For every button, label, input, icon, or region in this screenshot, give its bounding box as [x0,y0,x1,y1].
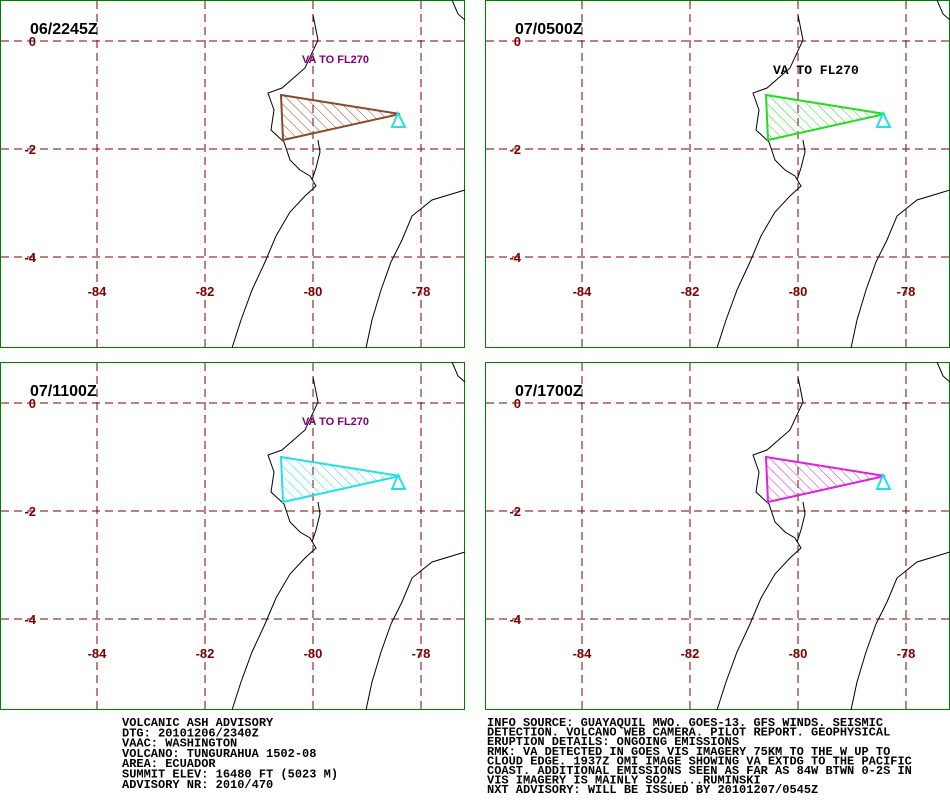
y-tick-label: -4 [509,250,521,265]
ash-label: VA TO FL270 [302,54,369,66]
map-panel: -84 -82 -80 -78 0 -2 -4 07/1100Z VA TO FL270 [0,361,466,711]
x-tick-label: -80 [789,646,808,661]
ash-label: VA TO FL270 [302,416,369,428]
y-tick-label: 0 [514,34,521,49]
x-tick-label: -84 [573,646,593,661]
volcano-marker [390,472,407,490]
advisory-line: ERUPTION DETAILS: ONGOING EMISSIONS [487,735,739,749]
advisory-line: CLOUD EDGE. 1937Z OMI IMAGE SHOWING VA E… [487,754,912,768]
x-tick-label: -84 [88,646,108,661]
advisory-line: RMK: VA DETECTED IN GOES VIS IMAGERY 75K… [487,745,890,759]
advisory-line: DTG: 20101206/2340Z [122,726,259,740]
y-tick-label: -4 [24,250,36,265]
advisory-line: INFO SOURCE: GUAYAQUIL MWO. GOES-13. GFS… [487,716,883,730]
x-tick-label: -78 [897,646,916,661]
advisory-line: NXT ADVISORY: WILL BE ISSUED BY 20101207… [487,783,818,797]
y-tick-label: -2 [509,504,521,519]
map-panel: -84 -82 -80 -78 0 -2 -4 06/2245Z VA TO FL270 [0,0,466,349]
x-tick-label: -84 [88,284,108,299]
ash-label: VA TO FL270 [773,63,859,78]
x-tick-label: -80 [304,646,323,661]
x-tick-label: -82 [681,646,700,661]
panel-frame [485,0,950,348]
x-tick-label: -82 [196,284,215,299]
panel-title: 07/1100Z [30,383,97,400]
y-tick-label: 0 [29,396,36,411]
volcano-marker [875,110,892,128]
advisory-line: DETECTION. VOLCANO WEB CAMERA. PILOT REP… [487,726,890,740]
x-tick-label: -78 [897,284,916,299]
panel-frame [485,362,950,710]
map-panel: -84 -82 -80 -78 0 -2 -4 07/1700Z [485,361,950,711]
x-tick-label: -82 [196,646,215,661]
panel-frame [0,0,465,348]
ash-area [279,93,401,142]
panel-title: 06/2245Z [30,21,98,38]
panel-frame [0,362,465,710]
map-panel: -84 -82 -80 -78 0 -2 -4 07/0500Z VA TO FL270 [485,0,950,349]
y-tick-label: 0 [514,396,521,411]
advisory-line: VOLCANO: TUNGURAHUA 1502-08 [122,747,316,761]
advisory-line: SUMMIT ELEV: 16480 FT (5023 M) [122,768,338,782]
volcano-marker [875,472,892,490]
ash-area [764,93,886,142]
x-tick-label: -80 [789,284,808,299]
volcano-marker [390,110,407,128]
advisory-line: VAAC: WASHINGTON [122,737,237,751]
y-tick-label: -4 [509,612,521,627]
y-tick-label: -4 [24,612,36,627]
x-tick-label: -82 [681,284,700,299]
x-tick-label: -80 [304,284,323,299]
x-tick-label: -78 [412,284,431,299]
panel-title: 07/0500Z [515,21,583,38]
advisory-line: COAST. ADDITIONAL EMISSIONS SEEN AS FAR … [487,764,912,778]
advisory-line: VOLCANIC ASH ADVISORY [122,716,274,730]
y-tick-label: -2 [24,142,36,157]
advisory-line: AREA: ECUADOR [122,757,216,771]
ash-area [279,455,401,504]
advisory-line: ADVISORY NR: 2010/470 [122,778,273,792]
advisory-line: VIS IMAGERY IS MAINLY SO2. ...RUMINSKI [487,774,761,788]
y-tick-label: 0 [29,34,36,49]
panel-title: 07/1700Z [515,383,583,400]
ash-area [764,455,886,504]
x-tick-label: -84 [573,284,593,299]
x-tick-label: -78 [412,646,431,661]
y-tick-label: -2 [24,504,36,519]
y-tick-label: -2 [509,142,521,157]
